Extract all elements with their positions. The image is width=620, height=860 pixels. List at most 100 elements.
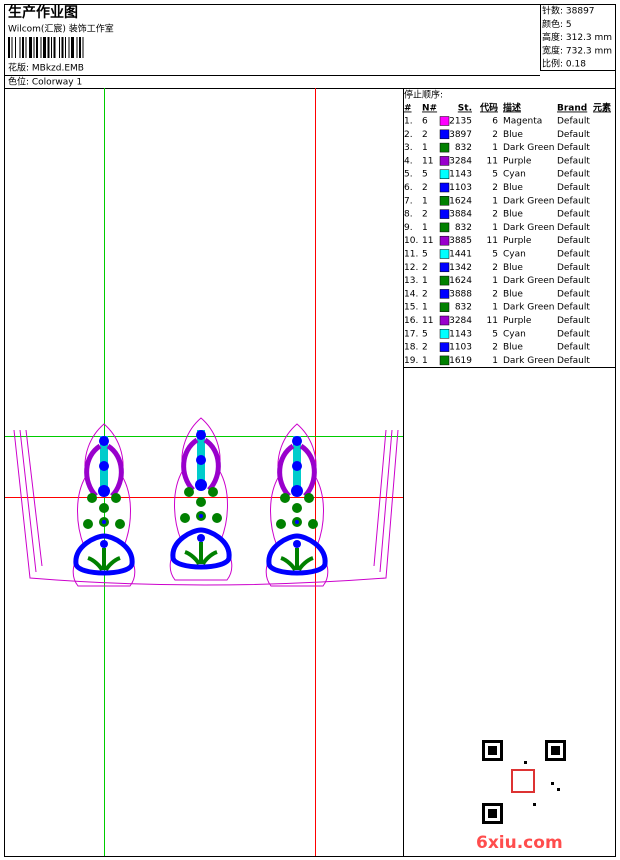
color-swatch <box>439 342 450 352</box>
title: 生产作业图 <box>8 4 78 21</box>
color-swatch <box>439 249 450 259</box>
stitches: 1103 <box>449 183 472 193</box>
color-swatch <box>439 235 450 246</box>
description: Purple <box>503 236 532 246</box>
qr-module <box>557 788 560 791</box>
description: Cyan <box>503 170 526 180</box>
color-swatch <box>439 329 450 339</box>
row-number: 2. <box>404 130 413 140</box>
row-number: 14. <box>404 289 418 299</box>
info-line: 比例: 0.18 <box>542 58 586 70</box>
code: 11 <box>487 236 498 246</box>
info-line: 高度: 312.3 mm <box>542 31 612 43</box>
color-swatch <box>439 129 450 140</box>
description: Blue <box>503 343 523 353</box>
stitches: 3885 <box>449 236 472 246</box>
needle: 2 <box>422 289 428 299</box>
stitches: 1441 <box>449 250 472 260</box>
brand: Default <box>557 316 590 326</box>
brand: Default <box>557 183 590 193</box>
code: 6 <box>492 117 498 127</box>
bar <box>71 37 74 58</box>
code: 5 <box>492 329 498 339</box>
table-title: 停止顺序: <box>404 89 443 101</box>
stitches: 832 <box>455 143 472 153</box>
bar <box>53 37 56 58</box>
brand: Default <box>557 250 590 260</box>
stitches: 832 <box>455 303 472 313</box>
code: 5 <box>492 250 498 260</box>
needle: 1 <box>422 303 428 313</box>
brand: Default <box>557 170 590 180</box>
bar <box>61 37 64 58</box>
needle: 11 <box>422 316 433 326</box>
description: Magenta <box>503 117 542 127</box>
row-number: 12. <box>404 263 418 273</box>
row-number: 16. <box>404 316 418 326</box>
needle: 2 <box>422 343 428 353</box>
color-swatch <box>439 209 450 219</box>
description: Purple <box>503 316 532 326</box>
brand: Default <box>557 303 590 313</box>
brand: Default <box>557 156 590 166</box>
bar <box>51 37 52 58</box>
bar <box>29 37 32 58</box>
needle: 1 <box>422 143 428 153</box>
code: 2 <box>492 263 498 273</box>
color-swatch <box>439 156 450 166</box>
qr-module <box>524 761 527 764</box>
row-number: 15. <box>404 303 418 313</box>
code: 1 <box>492 143 498 153</box>
bar <box>82 37 84 58</box>
row-number: 4. <box>404 156 413 166</box>
bar <box>47 37 50 58</box>
code: 2 <box>492 210 498 220</box>
qr-finder <box>482 803 503 824</box>
qr-code <box>482 740 566 824</box>
bar <box>36 37 38 58</box>
code: 5 <box>492 170 498 180</box>
code: 1 <box>492 196 498 206</box>
code: 11 <box>487 316 498 326</box>
qr-finder <box>488 809 497 818</box>
stitches: 1619 <box>449 356 472 366</box>
row-number: 3. <box>404 143 413 153</box>
row-number: 9. <box>404 223 413 233</box>
color-swatch <box>439 302 450 312</box>
brand: Default <box>557 356 590 366</box>
brand: Default <box>557 276 590 286</box>
design-drawing <box>5 88 403 856</box>
stitches: 1624 <box>449 276 472 286</box>
brand: Default <box>557 223 590 233</box>
needle: 11 <box>422 156 433 166</box>
bar <box>25 37 27 58</box>
color-swatch <box>439 315 450 326</box>
brand: Default <box>557 143 590 153</box>
brand: Default <box>557 130 590 140</box>
color-swatch <box>439 262 450 273</box>
needle: 2 <box>422 183 428 193</box>
needle: 1 <box>422 276 428 286</box>
colorway: 色位: Colorway 1 <box>8 76 82 88</box>
column-header: St. <box>458 104 472 114</box>
description: Dark Green <box>503 143 554 153</box>
needle: 2 <box>422 263 428 273</box>
color-swatch <box>439 169 450 179</box>
brand: Default <box>557 236 590 246</box>
column-header: Brand <box>557 104 587 114</box>
bar <box>33 37 35 58</box>
needle: 5 <box>422 329 428 339</box>
row-number: 18. <box>404 343 418 353</box>
color-swatch <box>439 275 450 286</box>
color-swatch <box>439 116 450 126</box>
code: 1 <box>492 276 498 286</box>
brand: Default <box>557 210 590 220</box>
outer-border <box>4 4 616 857</box>
code: 2 <box>492 130 498 140</box>
watermark: 6xiu.com <box>476 833 563 853</box>
color-swatch <box>439 182 450 193</box>
color-swatch <box>439 142 450 153</box>
code: 1 <box>492 303 498 313</box>
